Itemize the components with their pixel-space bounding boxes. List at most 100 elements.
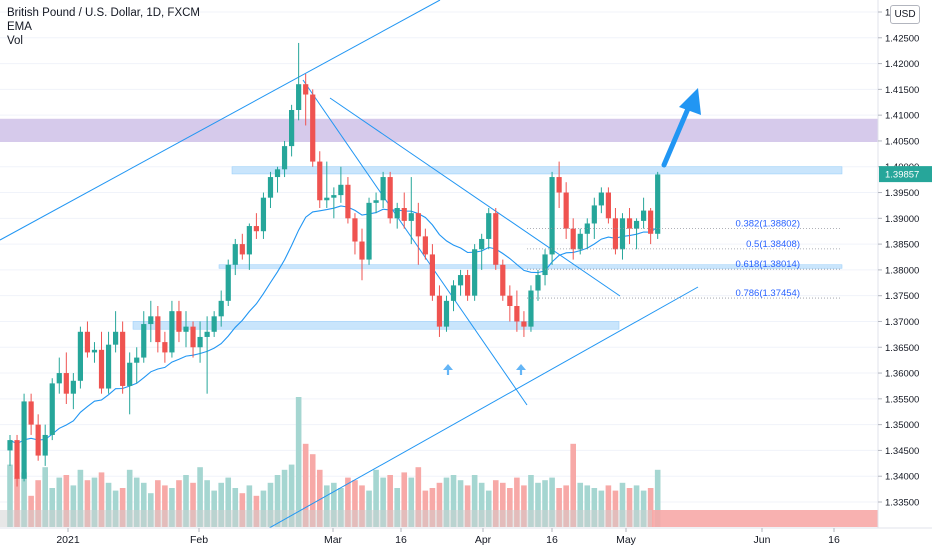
price-tick-label: 1.33500 [885,498,919,509]
candle-body [408,213,414,221]
time-tick-label: 16 [395,534,407,546]
candle-body [345,184,351,219]
candle-body [549,177,555,255]
volume-bar [176,480,182,527]
volume-bar [105,482,112,527]
volume-bar [281,469,288,527]
volume-bar [577,482,584,527]
volume-bar [500,482,506,527]
upper-channel-line [0,0,441,241]
time-tick-label: Mar [324,534,343,546]
candle-body [267,177,274,198]
zone-mid-support [218,264,843,269]
candle-body [563,192,569,229]
volume-bar [443,477,450,527]
candle-body [7,440,13,451]
candle-body [274,169,281,178]
volume-bar [169,488,175,527]
volume-bar [77,469,84,527]
price-tick-label: 1.35500 [885,394,919,405]
candle-body [641,210,647,221]
volume-indicator-label[interactable]: Vol [7,35,23,47]
volume-bar [338,488,344,527]
candle-body [14,440,20,479]
volume-bar [288,464,295,527]
candle-body [190,326,196,348]
volume-bar [401,472,408,527]
volume-bar [35,480,41,527]
price-tick-label: 1.42000 [885,59,919,70]
time-axis-bg [0,528,932,550]
candle-body [429,254,435,296]
volume-bar [352,480,358,527]
time-axis[interactable]: 2021 Feb Mar 16 Apr 16 May Jun 16 [0,527,932,550]
price-tick-label: 1.42500 [885,33,919,44]
volume-bar [612,490,619,527]
candle-body [359,241,365,260]
candle-body [225,264,231,301]
candle-body [331,195,337,198]
time-tick-label: Jun [754,534,771,546]
candle-body [77,331,83,381]
price-axis[interactable]: 1.430001.425001.420001.415001.410001.405… [877,0,932,528]
price-axis-bg [878,0,932,528]
candle-body [63,373,69,394]
volume-bar [190,482,196,527]
candle-body [253,226,259,232]
volume-bar [570,443,576,527]
volume-bar [204,480,210,527]
volume-bar [63,475,70,527]
price-tick-label: 1.37500 [885,291,919,302]
candle-body [655,174,661,234]
volume-bar [436,482,443,527]
trend-lines [0,0,699,550]
volume-bar [302,443,309,527]
fib-label: 0.786(1.37454) [736,288,800,299]
volume-bar [267,482,274,527]
candle-body [42,434,48,456]
candle-body [500,264,506,296]
volume-bar [140,482,147,527]
volume-bar [345,477,351,527]
candle-body [176,311,182,332]
candle-body [422,236,428,255]
candle-body [338,184,344,196]
volume-bar [394,488,400,527]
candle-body [465,275,471,296]
volume-bar [366,490,372,527]
volume-bar [556,488,562,527]
candle-body [619,218,626,250]
volume-bar [133,477,140,527]
up-marker-head [516,364,526,370]
candle-body [28,401,34,425]
candle-body [49,383,55,435]
symbol-title[interactable]: British Pound / U.S. Dollar, 1D, FXCM [7,7,201,19]
candle-body [239,244,245,255]
hidden-guide [0,296,620,455]
volume-bar [619,482,626,527]
candle-body [211,316,217,332]
currency-button[interactable]: USD [890,5,920,24]
volume-bar [359,485,365,527]
volume-bar [126,469,133,527]
volume-bar [584,485,591,527]
volume-bar [528,475,534,527]
candle-body [633,220,640,229]
price-tick-label: 1.34500 [885,446,919,457]
price-tick-label: 1.41000 [885,111,919,122]
candle-body [155,316,161,343]
volume-bar [415,467,422,527]
candle-body [472,249,478,296]
candle-body [246,226,252,255]
candle-body [134,357,140,363]
volume-bar [605,485,612,527]
volume-bar [591,488,598,527]
volume-bar [211,490,217,527]
ema-indicator-label[interactable]: EMA [7,21,32,33]
candle-body [387,177,393,219]
volume-bar [647,488,654,527]
up-marker-head [443,364,453,370]
price-tick-label: 1.41500 [885,85,919,96]
last-price-label: 1.39857 [885,170,919,181]
